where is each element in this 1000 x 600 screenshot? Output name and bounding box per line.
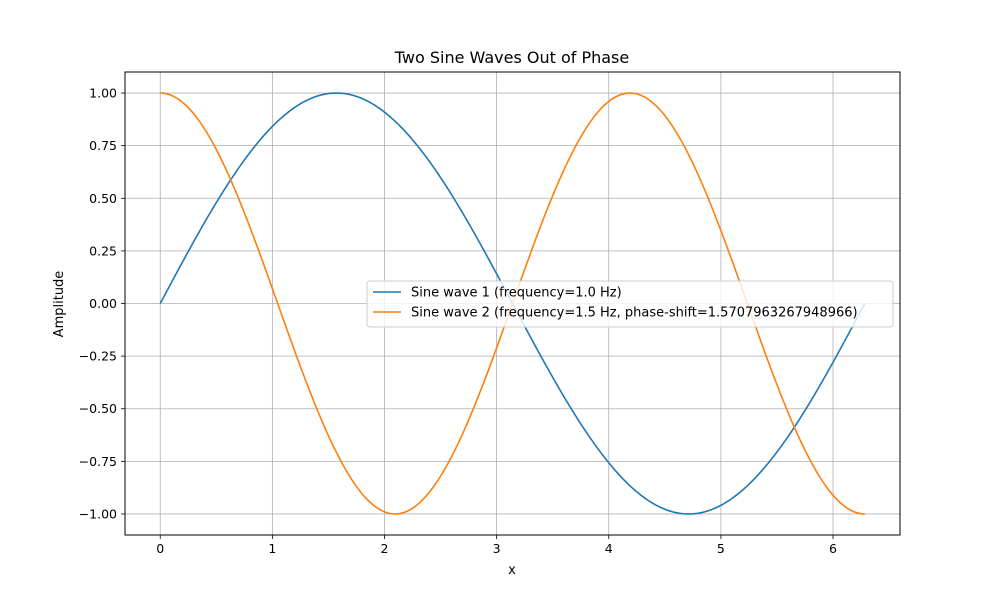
legend: Sine wave 1 (frequency=1.0 Hz) Sine wave …: [366, 280, 894, 328]
x-tick-label: 6: [829, 541, 837, 556]
y-tick-label: 0.00: [89, 296, 117, 311]
x-tick-label: 1: [268, 541, 276, 556]
y-tick-label: −1.00: [79, 506, 117, 521]
x-tick-label: 4: [605, 541, 613, 556]
y-tick-label: 0.50: [89, 191, 117, 206]
legend-label-1: Sine wave 1 (frequency=1.0 Hz): [411, 286, 622, 301]
y-tick-label: −0.75: [79, 454, 117, 469]
legend-label-2: Sine wave 2 (frequency=1.5 Hz, phase-shi…: [411, 306, 858, 321]
y-tick-label: −0.50: [79, 401, 117, 416]
chart-title: Two Sine Waves Out of Phase: [394, 48, 629, 67]
y-tick-label: −0.25: [79, 349, 117, 364]
ticks: 0 1 2 3 4 5 6 1.00 0.75 0.50 0.25 0.00 −0.25 −0.50 −0.…: [79, 86, 837, 556]
x-tick-label: 2: [381, 541, 389, 556]
y-tick-label: 0.25: [89, 243, 117, 258]
x-axis-label: x: [508, 563, 516, 578]
y-axis-label: Amplitude: [52, 271, 67, 338]
x-tick-label: 3: [493, 541, 501, 556]
x-tick-label: 0: [156, 541, 164, 556]
x-tick-label: 5: [717, 541, 725, 556]
y-tick-label: 0.75: [89, 138, 117, 153]
legend-box: [366, 280, 894, 328]
y-tick-label: 1.00: [89, 86, 117, 101]
